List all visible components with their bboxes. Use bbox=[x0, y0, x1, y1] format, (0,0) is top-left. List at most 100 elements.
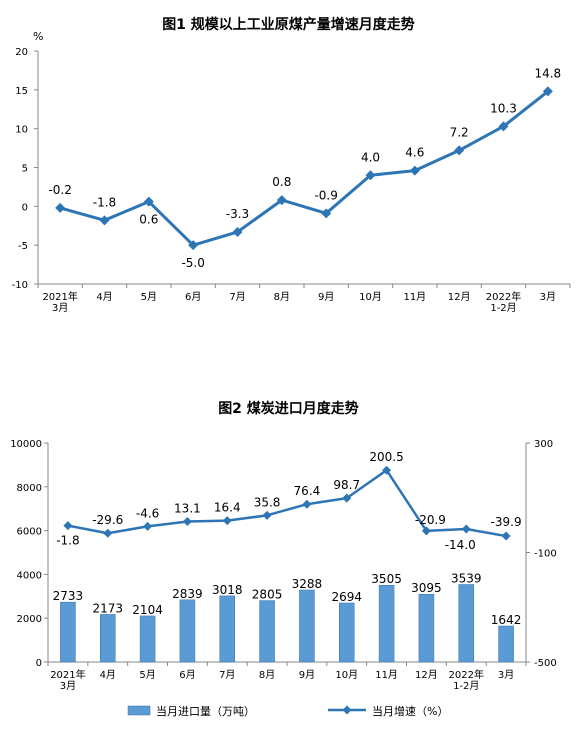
import-bar bbox=[339, 602, 355, 663]
data-label: -0.2 bbox=[48, 183, 71, 197]
data-label: 0.8 bbox=[272, 175, 291, 189]
x-tick-label: 12月 bbox=[448, 291, 471, 303]
line-point bbox=[143, 521, 153, 531]
data-label: 10.3 bbox=[490, 101, 517, 115]
left-y-tick-label: 6000 bbox=[17, 527, 42, 538]
data-label: 4.0 bbox=[361, 150, 380, 164]
line-point bbox=[99, 215, 110, 226]
line-point bbox=[63, 521, 73, 531]
legend-bar-swatch bbox=[127, 705, 151, 716]
y-axis-unit: % bbox=[33, 30, 43, 43]
right-y-tick-label: -500 bbox=[534, 658, 557, 669]
chart1-title: 图1 规模以上工业原煤产量增速月度走势 bbox=[162, 17, 415, 33]
bar-value-label: 3288 bbox=[292, 577, 323, 591]
line-point bbox=[188, 240, 199, 251]
y-tick-label: 10 bbox=[15, 125, 28, 136]
bar-value-label: 2173 bbox=[92, 601, 123, 615]
line-point bbox=[276, 195, 287, 206]
bar-value-label: 1642 bbox=[491, 613, 522, 627]
bar-value-label: 3018 bbox=[212, 583, 243, 597]
legend-line-label: 当月增速（%） bbox=[372, 704, 448, 718]
y-tick-label: 20 bbox=[15, 47, 28, 58]
line-point bbox=[103, 528, 113, 538]
data-label: 4.6 bbox=[405, 146, 424, 160]
x-tick-label: 9月 bbox=[318, 291, 334, 303]
y-tick-label: 15 bbox=[15, 86, 28, 97]
bar-value-label: 2104 bbox=[132, 603, 163, 617]
import-bar bbox=[60, 601, 76, 663]
x-tick-label: 2022年 1-2月 bbox=[449, 668, 484, 692]
bar-value-label: 2805 bbox=[252, 588, 283, 602]
line-point bbox=[421, 526, 431, 536]
x-tick-label: 12月 bbox=[415, 669, 438, 681]
left-y-tick-label: 4000 bbox=[17, 570, 42, 581]
x-tick-label: 4月 bbox=[100, 669, 116, 681]
data-label: 14.8 bbox=[534, 66, 561, 80]
line-point bbox=[498, 121, 509, 132]
growth-data-label: 35.8 bbox=[254, 495, 281, 509]
growth-data-label: 200.5 bbox=[369, 450, 403, 464]
x-tick-label: 5月 bbox=[139, 669, 155, 681]
line-point bbox=[382, 465, 392, 475]
y-tick-label: -10 bbox=[12, 280, 28, 291]
x-tick-label: 7月 bbox=[229, 291, 245, 303]
import-bar bbox=[219, 595, 235, 663]
line-point bbox=[302, 499, 312, 509]
line-point bbox=[542, 86, 553, 97]
x-tick-label: 3月 bbox=[498, 669, 514, 681]
x-tick-label: 8月 bbox=[259, 669, 275, 681]
data-label: 7.2 bbox=[450, 125, 469, 139]
growth-data-label: 98.7 bbox=[333, 478, 360, 492]
data-label: -1.8 bbox=[93, 195, 116, 209]
import-bar bbox=[100, 614, 116, 663]
chart1-line-chart: % -10 -5 0 5 10 15 20 2021年 3月 4月 5月 6月 7月 8月 9月 10月 11月 1… bbox=[12, 30, 571, 314]
growth-data-label: 76.4 bbox=[294, 484, 321, 498]
data-label: -3.3 bbox=[226, 207, 249, 221]
left-y-tick-label: 10000 bbox=[10, 439, 42, 450]
growth-data-label: 16.4 bbox=[214, 501, 241, 515]
growth-data-label: 13.1 bbox=[174, 502, 201, 516]
x-tick-label: 3月 bbox=[540, 291, 556, 303]
import-bar bbox=[458, 584, 474, 663]
left-y-tick-label: 8000 bbox=[17, 483, 42, 494]
x-tick-label: 2021年 3月 bbox=[50, 668, 85, 692]
bar-value-label: 3505 bbox=[371, 572, 402, 586]
growth-data-label: -39.9 bbox=[491, 515, 522, 529]
bar-value-label: 2839 bbox=[172, 587, 203, 601]
data-label: -0.9 bbox=[314, 188, 337, 202]
import-bar bbox=[299, 589, 315, 663]
growth-data-label: -29.6 bbox=[92, 513, 123, 527]
x-tick-label: 7月 bbox=[219, 669, 235, 681]
line-point bbox=[365, 170, 376, 181]
import-bar bbox=[259, 600, 275, 663]
left-y-tick-label: 0 bbox=[36, 658, 42, 669]
x-tick-label: 2021年 3月 bbox=[42, 290, 77, 314]
import-bar bbox=[498, 625, 514, 663]
right-y-tick-label: 300 bbox=[534, 439, 553, 450]
line-point bbox=[55, 202, 66, 213]
chart2-title: 图2 煤炭进口月度走势 bbox=[218, 401, 359, 417]
bar-value-label: 3095 bbox=[411, 581, 442, 595]
x-tick-label: 8月 bbox=[274, 291, 290, 303]
right-y-tick-label: -100 bbox=[534, 549, 557, 560]
x-tick-label: 9月 bbox=[299, 669, 315, 681]
line-point bbox=[501, 531, 511, 541]
y-tick-label: -5 bbox=[18, 241, 28, 252]
line-point bbox=[409, 165, 420, 176]
data-label: -5.0 bbox=[181, 256, 204, 270]
line-point bbox=[461, 524, 471, 534]
legend-bar-label: 当月进口量（万吨） bbox=[156, 704, 255, 718]
bar-value-label: 2733 bbox=[53, 589, 84, 603]
growth-data-label: -20.9 bbox=[415, 513, 446, 527]
line-point bbox=[262, 510, 272, 520]
x-tick-label: 2022年 1-2月 bbox=[486, 290, 521, 314]
x-tick-label: 10月 bbox=[335, 669, 358, 681]
growth-line bbox=[67, 468, 507, 538]
line-point bbox=[321, 208, 332, 219]
bar-value-label: 3539 bbox=[451, 571, 482, 585]
y-tick-label: 0 bbox=[22, 202, 28, 213]
import-bar bbox=[378, 584, 395, 663]
left-y-tick-label: 2000 bbox=[17, 614, 42, 625]
x-tick-label: 6月 bbox=[185, 291, 201, 303]
